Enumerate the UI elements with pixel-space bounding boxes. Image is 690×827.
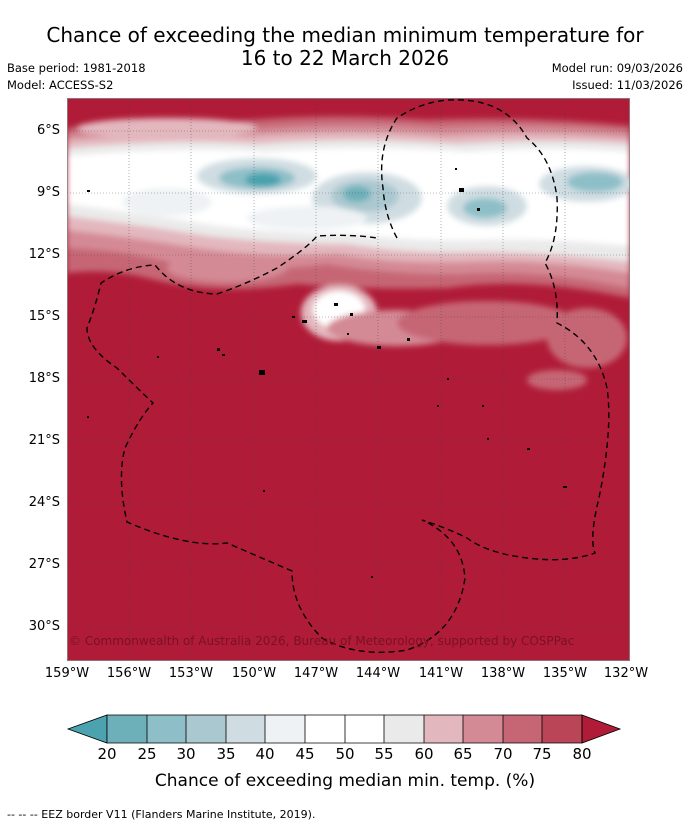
colorbar-bin [226,715,265,743]
colorbar-bin [503,715,542,743]
colorbar-bin [305,715,345,743]
eez-footnote: -- -- -- EEZ border V11 (Flanders Marine… [7,808,316,821]
colorbar-tick: 20 [97,745,117,763]
title-line-1: Chance of exceeding the median minimum t… [46,23,644,47]
model-text: Model: ACCESS-S2 [7,78,114,92]
map-title: Chance of exceeding the median minimum t… [0,24,690,70]
colorbar-tick: 25 [137,745,157,763]
colorbar-high-arrow [581,714,622,744]
colorbar-tick: 55 [374,745,394,763]
colorbar-tick: 60 [414,745,434,763]
issued-text: Issued: 11/03/2026 [572,78,683,92]
lon-label: 144°W [355,666,401,681]
lon-label: 153°W [168,666,214,681]
colorbar-bin [345,715,384,743]
colorbar-tick: 65 [453,745,473,763]
meta-left: Base period: 1981-2018 Model: ACCESS-S2 [7,60,146,94]
colorbar-tick: 45 [295,745,315,763]
probability-map [67,98,630,661]
graticule [67,98,630,661]
lon-label: 147°W [293,666,339,681]
lon-label: 141°W [418,666,464,681]
lon-label: 138°W [480,666,526,681]
colorbar-tick: 35 [216,745,236,763]
lat-label: 18°S [28,371,60,386]
colorbar-bin [265,715,305,743]
lat-label: 15°S [28,309,60,324]
lon-label: 159°W [44,666,90,681]
lat-label: 6°S [36,123,60,138]
copyright-notice: © Commonwealth of Australia 2026, Bureau… [69,634,575,648]
model-run-text: Model run: 09/03/2026 [551,61,683,75]
colorbar [66,714,622,744]
lat-label: 21°S [28,433,60,448]
colorbar-bin [107,715,147,743]
colorbar-bin [463,715,503,743]
lon-label: 132°W [603,666,649,681]
meta-right: Model run: 09/03/2026 Issued: 11/03/2026 [552,60,683,94]
lat-label: 9°S [36,185,60,200]
probability-fields [67,116,630,390]
base-period-text: Base period: 1981-2018 [7,61,146,75]
lat-label: 24°S [28,495,60,510]
colorbar-tick: 75 [532,745,552,763]
colorbar-tick: 50 [335,745,355,763]
islands [87,168,567,578]
colorbar-bin [424,715,463,743]
colorbar-bin [147,715,186,743]
colorbar-bin [186,715,226,743]
colorbar-tick: 80 [572,745,592,763]
eez-border [86,99,610,653]
colorbar-tick: 40 [255,745,275,763]
colorbar-tick: 70 [493,745,513,763]
colorbar-low-arrow [66,714,108,744]
colorbar-tick: 30 [176,745,196,763]
lon-label: 156°W [106,666,152,681]
lat-label: 30°S [28,619,60,634]
lat-label: 12°S [28,247,60,262]
colorbar-bin [384,715,424,743]
colorbar-bin [542,715,582,743]
colorbar-title: Chance of exceeding median min. temp. (%… [154,771,536,791]
lon-label: 135°W [542,666,588,681]
lat-label: 27°S [28,557,60,572]
lon-label: 150°W [231,666,277,681]
title-line-2: 16 to 22 March 2026 [240,46,450,70]
